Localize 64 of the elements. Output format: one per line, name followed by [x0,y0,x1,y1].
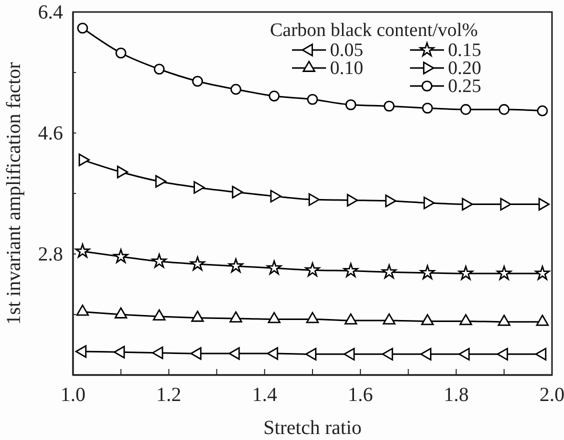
point [344,313,358,325]
x-tick-label: 2.0 [540,384,564,406]
point [496,266,512,280]
point [535,266,550,280]
point [382,313,396,325]
legend-title: Carbon black content/vol% [270,20,478,41]
y-tick-label: 4.6 [38,122,63,144]
point [115,48,126,58]
legend-label: 0.20 [448,58,482,79]
point [192,76,203,87]
point [462,198,473,211]
point [538,198,550,211]
legend-label: 0.05 [330,40,364,61]
point [343,263,358,278]
legend-label: 0.10 [330,58,364,79]
point [190,256,205,270]
point [420,265,435,280]
point [385,194,396,208]
point [306,312,319,324]
point [152,346,164,360]
point [536,314,549,326]
x-tick-label: 1.2 [156,384,182,406]
x-tick-label: 1.8 [444,384,469,406]
legend-label: 0.15 [448,40,482,61]
point [114,346,125,358]
point [228,347,240,360]
point [459,314,472,326]
point [384,100,395,112]
point [77,22,88,34]
point [75,244,90,258]
point [421,314,434,326]
point [307,94,318,105]
x-tick-label: 1.6 [348,384,373,406]
point [152,254,167,268]
x-tick-label: 1.4 [252,384,278,406]
point [114,248,128,264]
point [191,310,204,322]
point [345,99,356,110]
point [500,198,512,211]
y-tick-label: 6.4 [38,1,63,24]
x-tick-label: 1.0 [60,384,86,406]
y-tick-label: 2.8 [38,243,63,266]
point [537,105,548,116]
x-axis-title: Stretch ratio [263,417,362,439]
point [498,314,510,326]
point [152,309,166,320]
point [498,104,510,115]
point [230,84,242,95]
point [266,260,282,274]
point [114,307,128,318]
point [154,64,165,75]
point [458,266,474,280]
point [76,304,89,316]
point [268,312,281,324]
point [305,262,320,276]
y-axis-title: 1st invariant amplification factor [3,62,25,325]
point [382,264,396,279]
point [75,345,87,358]
point [228,258,244,272]
point [268,90,280,102]
point [460,104,472,115]
legend-label: 0.25 [448,76,482,97]
point [422,102,433,114]
point [230,311,242,322]
